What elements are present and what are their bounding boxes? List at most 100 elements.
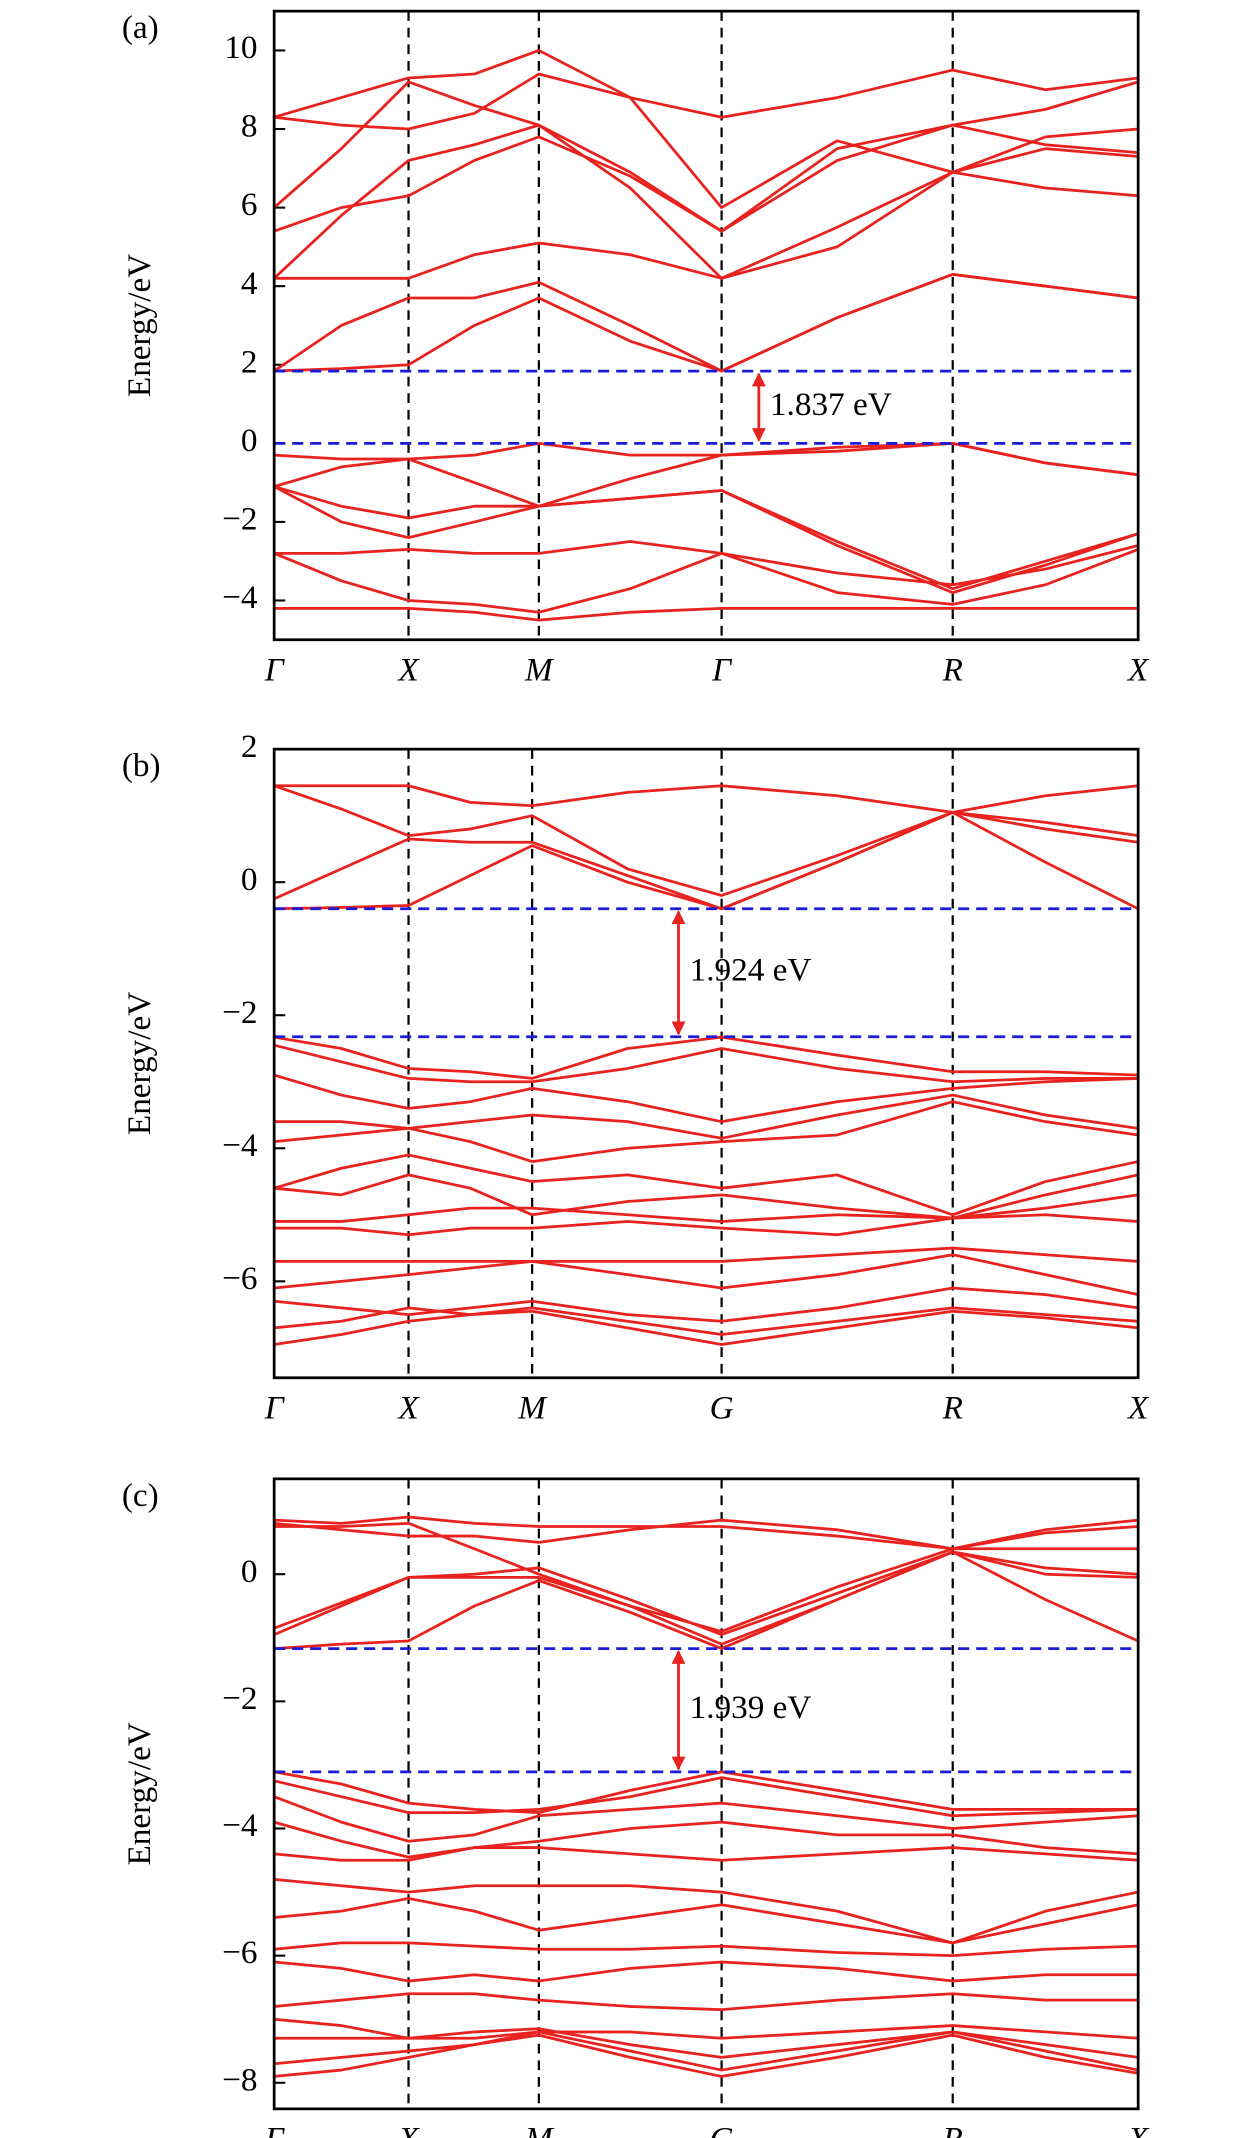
band-line <box>273 123 1139 233</box>
band-line <box>273 784 1139 897</box>
band-line <box>274 1941 1139 1958</box>
x-tick-label: R <box>942 1390 963 1427</box>
band-line <box>274 540 1139 587</box>
y-tick-label: 0 <box>241 861 258 898</box>
x-tick-label: Γ <box>711 652 732 689</box>
band-line <box>273 1770 1139 1814</box>
panel-label: (a) <box>122 9 159 46</box>
y-tick-label: −6 <box>222 1260 257 1297</box>
band-line <box>273 1820 1139 1859</box>
band-line <box>273 72 1139 209</box>
band-line <box>273 441 1139 508</box>
x-tick-label: G <box>710 2121 734 2138</box>
y-axis-label: Energy/eV <box>121 992 158 1135</box>
band-line <box>274 2017 1139 2040</box>
y-tick-label: 8 <box>241 108 258 145</box>
band-line <box>273 80 1139 233</box>
x-tick-label: M <box>524 652 555 689</box>
x-tick-label: G <box>710 1390 734 1427</box>
y-axis-label: Energy/eV <box>121 254 158 397</box>
y-tick-label: 4 <box>241 265 258 302</box>
band-line <box>273 548 1139 614</box>
y-tick-label: 2 <box>241 343 258 380</box>
band-line <box>273 1550 1139 1636</box>
band-line <box>274 1100 1139 1163</box>
y-tick-label: −6 <box>222 1934 257 1971</box>
y-tick-label: −8 <box>222 2061 257 2098</box>
panel: (b) Energy/eV −6 −4 −2 0 2 Γ X M G R X 1.924 eV <box>121 728 1150 1427</box>
panel: (a) Energy/eV −4 −2 0 2 4 6 8 10 Γ X M Γ R X 1.837 eV <box>121 9 1150 688</box>
band-line <box>273 49 1139 119</box>
band-line <box>273 1776 1139 1818</box>
band-line <box>274 810 1139 911</box>
band-line <box>274 1518 1139 1551</box>
x-tick-label: R <box>942 652 963 689</box>
band-line <box>273 1043 1139 1084</box>
plot-frame <box>272 1477 1140 2111</box>
band-line <box>274 2027 1139 2059</box>
band-line <box>274 1897 1139 1945</box>
band-line <box>274 1093 1139 1140</box>
band-line <box>274 1846 1139 1862</box>
band-line <box>273 485 1139 595</box>
y-tick-label: 2 <box>241 728 258 765</box>
band-line <box>274 1960 1139 1983</box>
band-line <box>273 1073 1139 1124</box>
gap-label: 1.924 eV <box>690 951 812 988</box>
band-line <box>273 1153 1139 1217</box>
band-line <box>273 1795 1139 1843</box>
band-line <box>274 1173 1139 1220</box>
y-tick-label: −4 <box>222 1127 258 1164</box>
band-line <box>273 272 1139 373</box>
band-line <box>273 123 1139 280</box>
x-tick-label: R <box>942 2121 963 2138</box>
x-tick-label: X <box>1126 652 1150 689</box>
panel-label: (c) <box>122 1477 159 1514</box>
panel-label: (b) <box>122 747 161 784</box>
x-tick-label: Γ <box>264 2121 285 2138</box>
plot-frame <box>272 747 1140 1380</box>
y-tick-label: −4 <box>222 579 258 616</box>
band-line <box>273 1035 1139 1080</box>
y-tick-label: 10 <box>224 29 257 66</box>
band-line <box>274 1213 1139 1237</box>
y-tick-label: 0 <box>241 422 258 459</box>
x-tick-label: Γ <box>264 652 285 689</box>
band-line <box>274 1253 1139 1296</box>
y-axis-label: Energy/eV <box>121 1722 158 1865</box>
x-tick-label: M <box>517 1390 548 1427</box>
x-tick-label: Γ <box>264 1390 285 1427</box>
band-line <box>274 1193 1139 1223</box>
band-line <box>274 1246 1139 1263</box>
y-tick-label: −2 <box>222 994 257 1031</box>
band-line <box>273 1550 1139 1646</box>
x-tick-label: X <box>396 2121 420 2138</box>
band-line <box>274 170 1139 280</box>
band-line <box>274 272 1139 373</box>
band-line <box>274 1521 1139 1633</box>
plot-frame <box>272 9 1140 642</box>
x-tick-label: X <box>1126 2121 1150 2138</box>
x-tick-label: X <box>1126 1390 1150 1427</box>
x-tick-label: M <box>524 2121 555 2138</box>
band-line <box>274 1877 1139 1945</box>
gap-label: 1.939 eV <box>690 1689 812 1726</box>
gap-label: 1.837 eV <box>770 386 892 423</box>
band-line <box>274 1550 1139 1650</box>
y-tick-label: −4 <box>222 1807 258 1844</box>
band-line <box>274 1306 1139 1336</box>
band-line <box>274 606 1139 622</box>
band-line <box>274 1992 1139 2012</box>
band-line <box>273 1309 1139 1346</box>
y-tick-label: −2 <box>222 1680 257 1717</box>
band-line <box>273 810 1139 911</box>
panel: (c) Energy/eV −8 −6 −4 −2 0 Γ X M G R X 1.939 eV <box>121 1477 1150 2138</box>
x-tick-label: X <box>396 1390 420 1427</box>
band-line <box>274 784 1139 814</box>
y-tick-label: 6 <box>241 186 258 223</box>
band-line <box>274 2033 1139 2078</box>
x-tick-label: X <box>396 652 420 689</box>
y-tick-label: −2 <box>222 501 257 538</box>
